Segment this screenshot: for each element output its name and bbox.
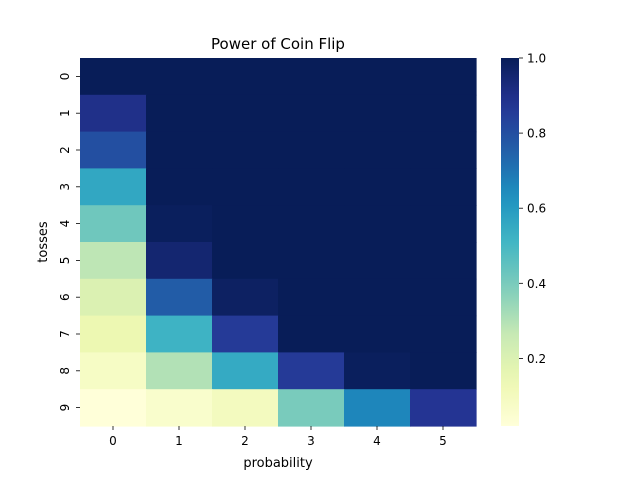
heatmap-cell: [146, 131, 213, 169]
heatmap-cell: [146, 94, 213, 133]
heatmap-cell: [80, 389, 147, 427]
heatmap-cell: [410, 315, 477, 353]
heatmap-cell: [344, 278, 411, 317]
x-tick-label: 1: [175, 434, 183, 448]
heatmap-cell: [410, 242, 477, 280]
heatmap-cell: [212, 94, 279, 133]
heatmap-cells: [80, 58, 477, 427]
x-tick-label: 2: [241, 434, 249, 448]
y-tick-label: 4: [58, 220, 72, 228]
heatmap-cell: [212, 131, 279, 169]
heatmap-cell: [344, 352, 411, 390]
heatmap-cell: [410, 168, 477, 206]
heatmap-cell: [80, 242, 147, 280]
heatmap-cell: [146, 389, 213, 427]
heatmap-cell: [278, 168, 345, 206]
y-axis: 0 1 2 3 4 5 6 7 8 9: [58, 73, 80, 412]
heatmap-cell: [344, 389, 411, 427]
heatmap-cell: [80, 352, 147, 390]
heatmap-cell: [344, 242, 411, 280]
heatmap-cell: [212, 242, 279, 280]
heatmap-cell: [80, 131, 147, 169]
colorbar-tick-label: 1.0: [527, 52, 546, 66]
heatmap-cell: [344, 168, 411, 206]
heatmap-cell: [278, 389, 345, 427]
colorbar: [501, 58, 519, 426]
heatmap-cell: [80, 168, 147, 206]
colorbar-tick-label: 0.2: [527, 352, 546, 366]
heatmap-cell: [278, 131, 345, 169]
heatmap-cell: [212, 278, 279, 317]
heatmap-cell: [146, 315, 213, 353]
heatmap-cell: [146, 278, 213, 317]
colorbar-axis: 0.2 0.4 0.6 0.8 1.0: [519, 52, 546, 366]
colorbar-tick-label: 0.4: [527, 277, 546, 291]
colorbar-tick-label: 0.6: [527, 202, 546, 216]
heatmap-cell: [146, 205, 213, 243]
heatmap-cell: [278, 278, 345, 317]
y-tick-label: 6: [58, 293, 72, 301]
x-tick-label: 5: [439, 434, 447, 448]
x-tick-label: 4: [373, 434, 381, 448]
heatmap-cell: [278, 205, 345, 243]
heatmap-cell: [80, 58, 147, 96]
heatmap-cell: [410, 389, 477, 427]
y-tick-label: 9: [58, 404, 72, 412]
x-axis-label: probability: [243, 456, 313, 471]
heatmap-cell: [278, 242, 345, 280]
heatmap-cell: [146, 168, 213, 206]
y-tick-label: 1: [58, 109, 72, 117]
heatmap-cell: [278, 94, 345, 133]
heatmap-cell: [278, 315, 345, 353]
y-tick-label: 0: [58, 73, 72, 81]
heatmap-cell: [278, 352, 345, 390]
heatmap-cell: [146, 242, 213, 280]
y-tick-label: 5: [58, 257, 72, 265]
heatmap-cell: [344, 315, 411, 353]
y-tick-label: 2: [58, 146, 72, 154]
x-tick-label: 0: [109, 434, 117, 448]
heatmap-cell: [212, 58, 279, 96]
heatmap-cell: [344, 94, 411, 133]
heatmap-cell: [146, 352, 213, 390]
heatmap-cell: [80, 315, 147, 353]
y-tick-label: 8: [58, 367, 72, 375]
heatmap-cell: [80, 278, 147, 317]
heatmap-cell: [410, 58, 477, 96]
y-tick-label: 3: [58, 183, 72, 191]
heatmap-cell: [80, 205, 147, 243]
heatmap-cell: [212, 315, 279, 353]
heatmap-cell: [278, 58, 345, 96]
heatmap-cell: [212, 352, 279, 390]
x-axis: 0 1 2 3 4 5: [109, 426, 447, 448]
heatmap-cell: [410, 94, 477, 133]
x-tick-label: 3: [307, 434, 315, 448]
y-tick-label: 7: [58, 330, 72, 338]
heatmap-cell: [146, 58, 213, 96]
heatmap-cell: [410, 278, 477, 317]
heatmap-cell: [410, 352, 477, 390]
heatmap-cell: [212, 168, 279, 206]
heatmap-cell: [212, 205, 279, 243]
heatmap-cell: [344, 131, 411, 169]
heatmap-cell: [344, 205, 411, 243]
heatmap-cell: [212, 389, 279, 427]
heatmap-cell: [410, 205, 477, 243]
colorbar-tick-label: 0.8: [527, 127, 546, 141]
heatmap-cell: [344, 58, 411, 96]
chart-title: Power of Coin Flip: [211, 35, 345, 53]
heatmap-cell: [80, 94, 147, 133]
heatmap-cell: [410, 131, 477, 169]
y-axis-label: tosses: [36, 221, 51, 263]
